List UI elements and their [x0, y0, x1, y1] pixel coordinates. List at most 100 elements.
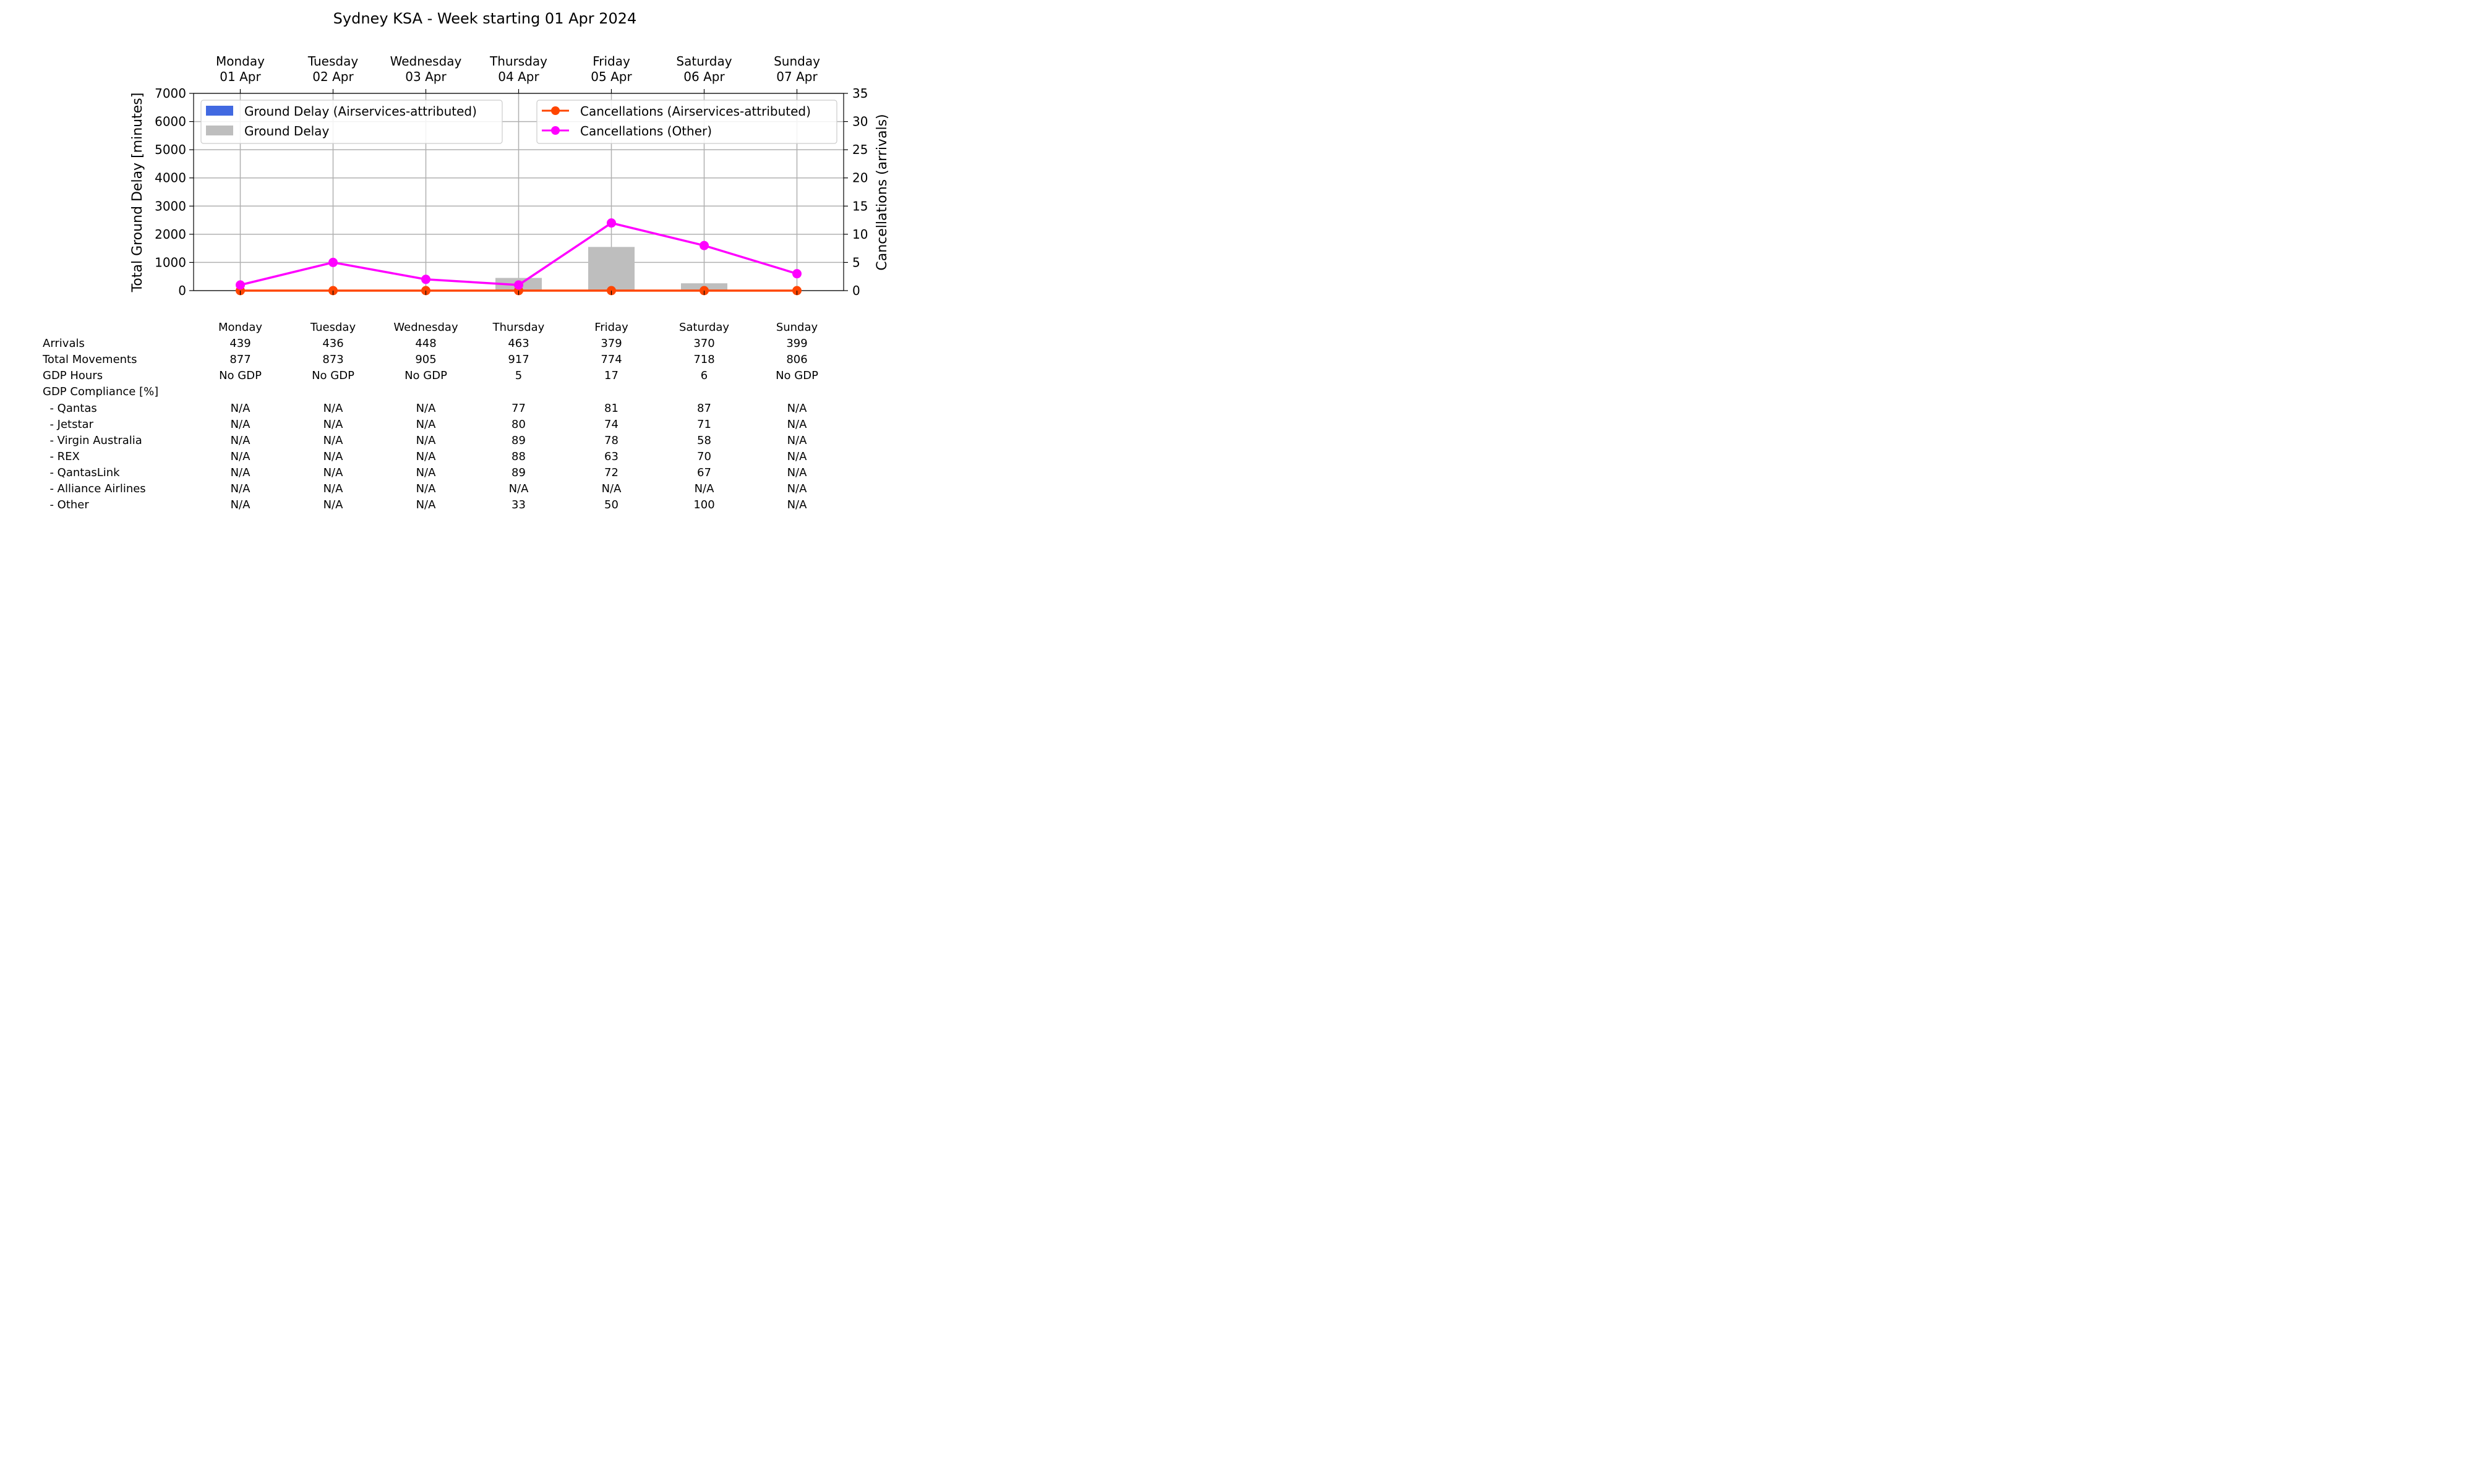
table-cell: 370 — [693, 337, 715, 351]
y-right-tick-label: 15 — [852, 198, 868, 213]
table-column-header: Friday — [594, 321, 628, 334]
y-right-tick-label: 10 — [852, 227, 868, 242]
table-row-label: - Virgin Australia — [43, 433, 142, 447]
table-column-header: Tuesday — [310, 321, 356, 334]
table-cell: N/A — [694, 482, 714, 495]
table-row-label: Total Movements — [43, 353, 137, 367]
table-row-label: - Jetstar — [43, 417, 93, 431]
table-cell: N/A — [230, 450, 250, 463]
table-cell: N/A — [230, 498, 250, 512]
x-top-day-label: Sunday — [774, 54, 820, 69]
table-cell: N/A — [416, 450, 436, 463]
table-cell: N/A — [787, 433, 807, 447]
table-cell: 67 — [697, 466, 711, 479]
table-column-header: Wednesday — [393, 321, 458, 334]
x-top-date-label: 04 Apr — [498, 69, 539, 84]
table-cell: N/A — [787, 498, 807, 512]
legend-swatch-ground-delay — [206, 126, 233, 135]
table-cell: 718 — [693, 353, 715, 367]
table-column-header: Saturday — [678, 321, 730, 334]
x-top-day-label: Tuesday — [307, 54, 359, 69]
point-cancellations-other-saturday — [700, 241, 709, 250]
table-column-header: Monday — [218, 321, 263, 334]
table-cell: 463 — [508, 337, 529, 351]
table-cell: N/A — [323, 433, 343, 447]
point-cancellations-other-tuesday — [328, 257, 338, 267]
table-row-label: - REX — [43, 450, 80, 463]
x-top-day-label: Monday — [216, 54, 265, 69]
table-cell: 88 — [511, 450, 526, 463]
point-cancellations-other-wednesday — [421, 275, 430, 284]
table-cell: 89 — [511, 466, 526, 479]
table-cell: 399 — [786, 337, 808, 351]
table-cell: N/A — [601, 482, 622, 495]
table-cell: N/A — [416, 482, 436, 495]
table-cell: 33 — [511, 498, 526, 512]
table-cell: N/A — [416, 466, 436, 479]
table-cell: N/A — [230, 466, 250, 479]
point-cancellations-other-thursday — [514, 280, 523, 290]
y-right-tick-label: 20 — [852, 171, 868, 186]
table-cell: 63 — [604, 450, 618, 463]
table-cell: N/A — [787, 417, 807, 431]
table-cell: 17 — [604, 369, 618, 383]
table-cell: 81 — [604, 401, 618, 415]
legend-label-cancellations-other: Cancellations (Other) — [580, 124, 712, 139]
y-right-tick-label: 0 — [852, 283, 860, 298]
chart-title: Sydney KSA - Week starting 01 Apr 2024 — [333, 10, 637, 27]
bar-ground-delay-friday — [588, 247, 635, 291]
y-axis-left-label: Total Ground Delay [minutes] — [130, 93, 145, 293]
table-cell: N/A — [230, 401, 250, 415]
table-cell: No GDP — [312, 369, 354, 383]
table-cell: No GDP — [776, 369, 818, 383]
y-axis-right-label: Cancellations (arrivals) — [875, 114, 890, 270]
table-cell: 379 — [601, 337, 622, 351]
x-top-date-label: 01 Apr — [220, 69, 261, 84]
table-cell: 917 — [508, 353, 529, 367]
y-left-tick-label: 1000 — [155, 255, 186, 270]
table-cell: 71 — [697, 417, 711, 431]
x-top-day-label: Friday — [593, 54, 630, 69]
table-cell: 50 — [604, 498, 618, 512]
table-cell: 89 — [511, 433, 526, 447]
table-cell: 72 — [604, 466, 618, 479]
y-left-tick-label: 0 — [178, 283, 186, 298]
legend-label-cancellations-airservices: Cancellations (Airservices-attributed) — [580, 104, 811, 119]
table-row-label: GDP Compliance [%] — [43, 385, 159, 399]
table-cell: 87 — [697, 401, 711, 415]
y-left-tick-label: 3000 — [155, 198, 186, 213]
point-cancellations-other-friday — [607, 218, 616, 228]
x-top-date-label: 06 Apr — [683, 69, 725, 84]
table-cell: N/A — [787, 466, 807, 479]
table-cell: N/A — [323, 417, 343, 431]
table-cell: N/A — [416, 498, 436, 512]
table-cell: N/A — [508, 482, 529, 495]
table-row-label: GDP Hours — [43, 369, 103, 383]
y-right-tick-label: 30 — [852, 114, 868, 129]
x-top-day-label: Wednesday — [390, 54, 462, 69]
y-left-tick-label: 7000 — [155, 86, 186, 101]
table-cell: 77 — [511, 401, 526, 415]
table-cell: N/A — [416, 401, 436, 415]
table-cell: 439 — [229, 337, 251, 351]
table-row-label: - Other — [43, 498, 89, 512]
legend-label-ground-delay-airservices: Ground Delay (Airservices-attributed) — [244, 104, 477, 119]
table-cell: 78 — [604, 433, 618, 447]
table-cell: 806 — [786, 353, 808, 367]
table-cell: N/A — [230, 417, 250, 431]
table-cell: N/A — [323, 498, 343, 512]
table-cell: N/A — [323, 401, 343, 415]
table-cell: 74 — [604, 417, 618, 431]
legend-swatch-ground-delay-airservices — [206, 106, 233, 116]
table-cell: 905 — [415, 353, 437, 367]
table-cell: 70 — [697, 450, 711, 463]
table-cell: N/A — [416, 433, 436, 447]
table-cell: 100 — [693, 498, 715, 512]
legend-label-ground-delay: Ground Delay — [244, 124, 329, 139]
table-cell: N/A — [230, 482, 250, 495]
bars — [495, 247, 727, 291]
table-cell: 873 — [322, 353, 344, 367]
y-right-tick-label: 25 — [852, 142, 868, 157]
table-cell: N/A — [787, 401, 807, 415]
table-column-header: Thursday — [492, 321, 545, 334]
